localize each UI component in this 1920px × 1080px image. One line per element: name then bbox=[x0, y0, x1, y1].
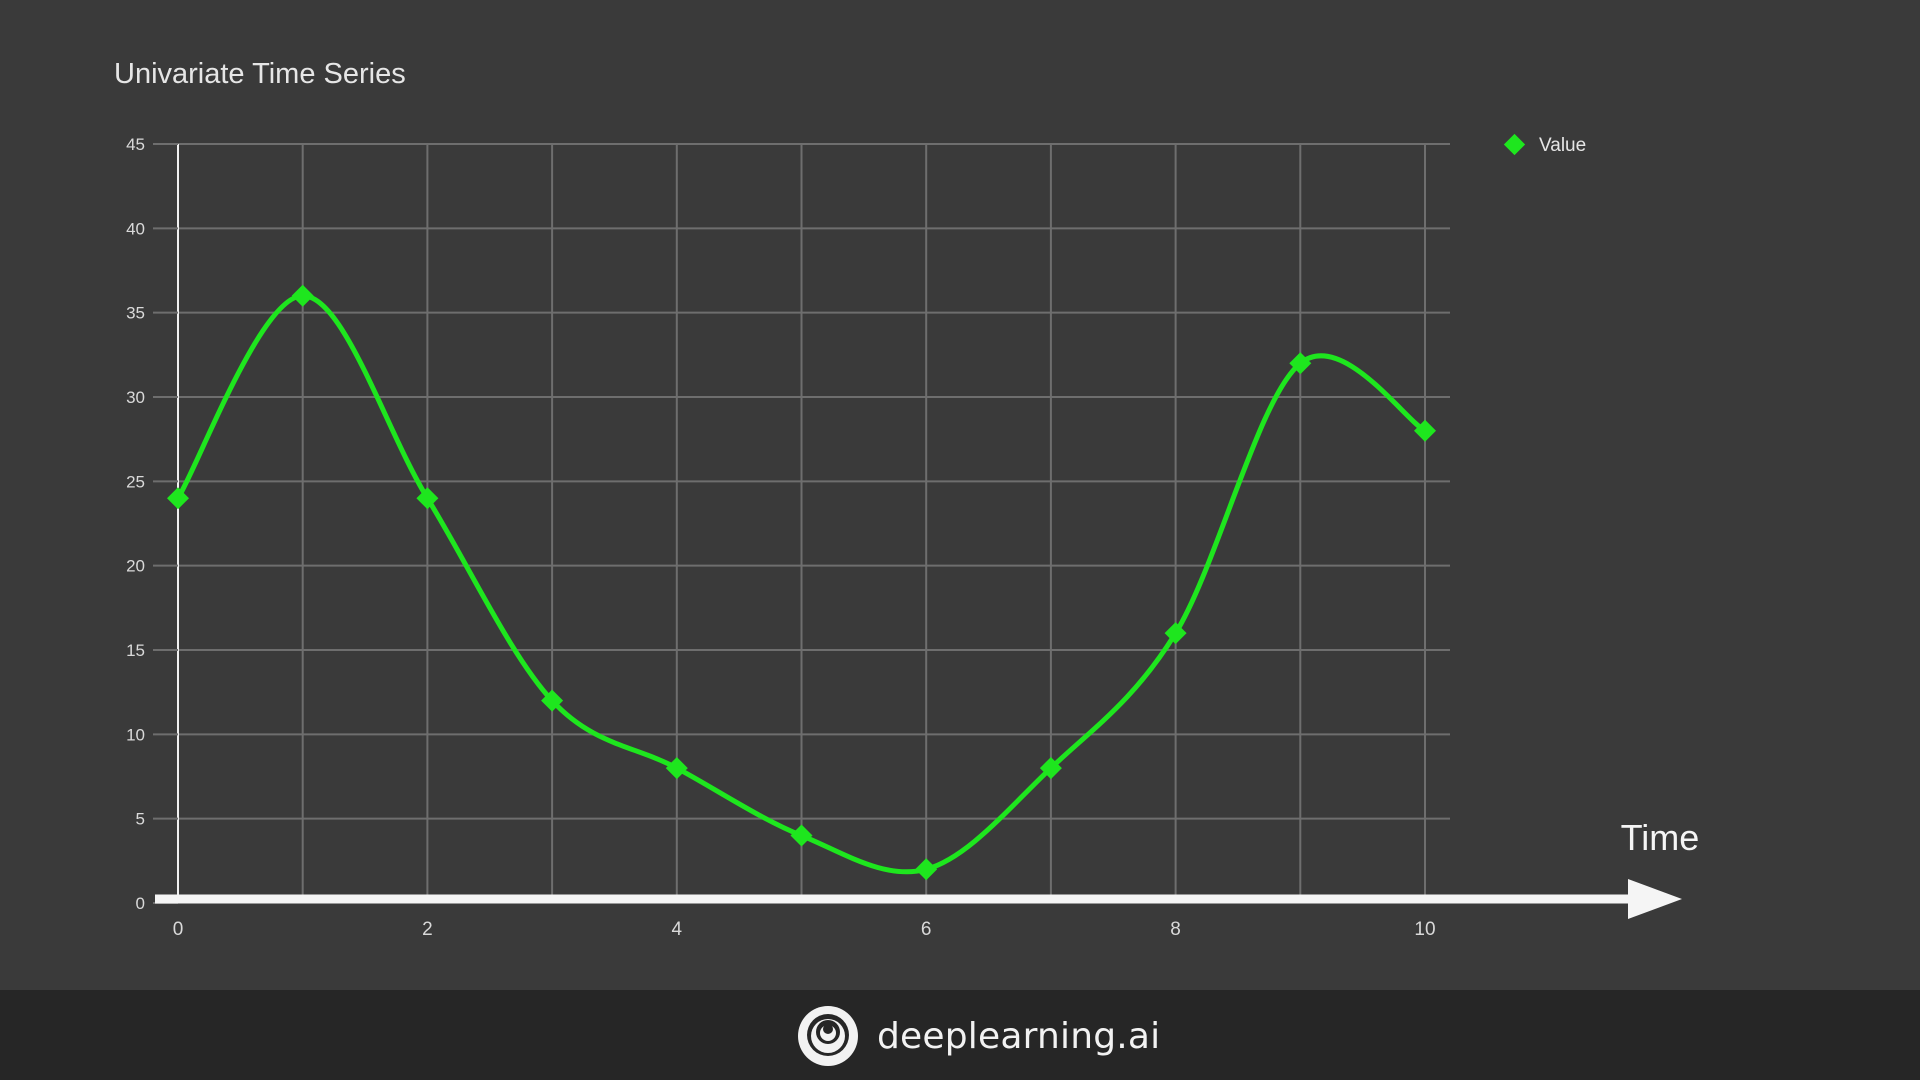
x-tick-label: 4 bbox=[672, 919, 683, 940]
grid bbox=[177, 143, 1450, 903]
brand-name: deeplearning.ai bbox=[877, 1015, 1161, 1057]
y-tick-label: 10 bbox=[126, 725, 145, 744]
x-tick-label: 2 bbox=[422, 919, 433, 940]
legend-label: Value bbox=[1539, 135, 1586, 156]
x-axis-label: Time bbox=[1621, 817, 1700, 858]
data-point-marker bbox=[1414, 419, 1436, 442]
data-point-marker bbox=[790, 824, 813, 847]
x-tick-label: 0 bbox=[173, 919, 184, 940]
data-point-marker bbox=[167, 487, 189, 510]
data-point-marker bbox=[665, 757, 688, 780]
chart-title: Univariate Time Series bbox=[114, 58, 406, 90]
legend-marker bbox=[1503, 133, 1526, 156]
y-tick-label: 40 bbox=[126, 219, 145, 238]
legend: Value bbox=[1503, 133, 1586, 156]
data-point-marker bbox=[291, 284, 314, 307]
data-point-marker bbox=[1164, 622, 1187, 645]
deeplearning-logo-icon bbox=[798, 1006, 858, 1066]
series-line bbox=[175, 293, 1427, 875]
y-tick-label: 20 bbox=[126, 557, 145, 576]
x-tick-label: 8 bbox=[1170, 919, 1181, 940]
x-axis: Time bbox=[155, 817, 1699, 919]
data-point-marker bbox=[915, 858, 938, 881]
line-chart: 0 5 10 15 20 25 30 35 40 45 0 2 4 6 8 10 Time Value bbox=[126, 133, 1699, 940]
data-point-marker bbox=[416, 487, 439, 510]
data-point-marker bbox=[1039, 757, 1062, 780]
x-axis-arrow-head bbox=[1628, 879, 1682, 919]
x-tick-label: 6 bbox=[921, 919, 932, 940]
y-tick-label: 35 bbox=[126, 304, 145, 323]
y-tick-label: 0 bbox=[136, 894, 145, 913]
y-tick-label: 45 bbox=[126, 135, 145, 154]
y-tick-label: 15 bbox=[126, 641, 145, 660]
brand: deeplearning.ai bbox=[797, 1005, 1160, 1067]
y-tick-label: 25 bbox=[126, 472, 145, 491]
y-tick-label: 5 bbox=[136, 810, 145, 829]
data-point-marker bbox=[1289, 352, 1312, 375]
footer-bar bbox=[0, 990, 1920, 1080]
data-point-marker bbox=[541, 689, 564, 712]
y-axis-ticks: 0 5 10 15 20 25 30 35 40 45 bbox=[126, 135, 178, 913]
y-tick-label: 30 bbox=[126, 388, 145, 407]
x-tick-label: 10 bbox=[1414, 919, 1435, 940]
x-axis-ticks: 0 2 4 6 8 10 bbox=[173, 919, 1436, 940]
series-value bbox=[167, 284, 1436, 881]
